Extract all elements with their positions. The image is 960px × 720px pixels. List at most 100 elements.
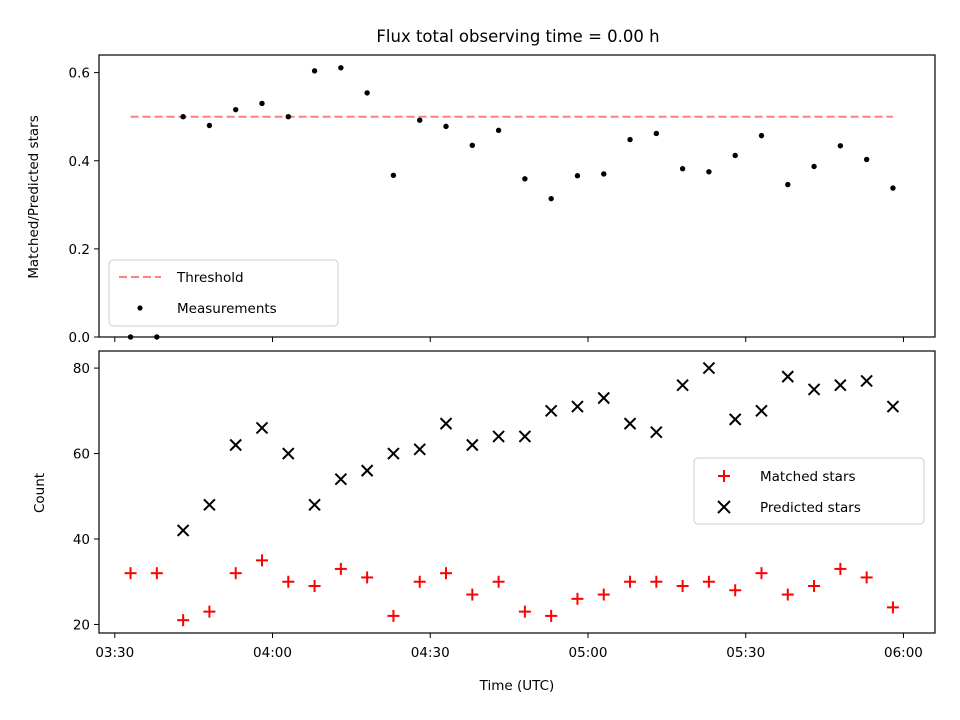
matched-stars-point <box>518 605 531 618</box>
y-tick-label: 0.0 <box>69 330 90 346</box>
matched-stars-point <box>860 571 873 584</box>
matched-stars-point <box>729 584 742 597</box>
matched-stars-point <box>545 609 558 622</box>
y-tick-label: 0.2 <box>69 242 90 258</box>
measurement-point <box>811 163 817 170</box>
measurement-point <box>233 106 239 113</box>
predicted-stars-point <box>255 421 269 435</box>
predicted-stars-point <box>176 524 190 537</box>
matched-stars-point <box>702 575 715 588</box>
ratio-axes-ticks: 0.0 0.2 0.4 0.6 <box>69 66 904 346</box>
matched-stars-point <box>834 562 847 575</box>
x-axis-label: Time (UTC) <box>479 678 555 694</box>
count-plot-area <box>124 361 900 627</box>
matched-stars-point <box>624 575 637 588</box>
predicted-stars-point <box>334 472 348 486</box>
measurement-point <box>311 68 318 74</box>
y-axis-label: Matched/Predicted stars <box>26 115 42 278</box>
predicted-stars-point <box>755 404 768 418</box>
measurement-point <box>863 156 870 163</box>
measurements-legend-marker <box>137 305 143 311</box>
predicted-stars-point <box>597 391 610 405</box>
measurement-point <box>758 132 765 139</box>
matched-stars-point <box>650 575 663 588</box>
predicted-stars-point <box>728 413 742 426</box>
matched-stars-point <box>282 575 295 588</box>
legend-threshold-label: Threshold <box>176 270 244 286</box>
measurement-point <box>522 176 528 182</box>
count-axes-ticks: 03:30 04:00 04:30 05:00 05:30 06:00 20 40 60 80 <box>73 361 923 661</box>
predicted-stars-point <box>439 417 453 430</box>
count-panel: Count Time (UTC) 03:30 04:00 04:30 05:00 05:… <box>32 350 936 694</box>
x-tick-label: 05:30 <box>726 645 765 661</box>
ratio-panel: Flux total observing time = 0.00 h Match… <box>26 27 936 346</box>
measurement-point <box>259 100 265 107</box>
measurement-point <box>574 173 581 179</box>
y-tick-label: 60 <box>73 447 90 463</box>
measurement-point <box>469 142 476 149</box>
measurement-point <box>890 185 896 191</box>
predicted-stars-point <box>518 430 532 443</box>
chart-title: Flux total observing time = 0.00 h <box>376 27 659 46</box>
predicted-stars-point <box>229 438 242 452</box>
matched-stars-point <box>781 588 794 601</box>
predicted-stars-point <box>860 374 873 388</box>
matched-stars-point <box>676 580 689 592</box>
predicted-stars-point <box>203 498 216 512</box>
matched-stars-point <box>387 609 400 622</box>
matched-stars-point <box>150 567 163 580</box>
matched-stars-point <box>255 554 268 567</box>
measurement-point <box>679 165 686 172</box>
measurement-point <box>837 143 844 149</box>
matched-stars-point <box>124 567 137 580</box>
y-tick-label: 0.4 <box>69 154 90 170</box>
measurement-point <box>732 152 738 159</box>
legend-matched-label: Matched stars <box>760 469 856 485</box>
predicted-stars-point <box>282 447 295 460</box>
legend-predicted-label: Predicted stars <box>760 500 861 516</box>
predicted-stars-point <box>492 430 505 443</box>
measurement-point <box>390 172 397 178</box>
measurement-point <box>338 65 344 71</box>
predicted-stars-point <box>466 438 479 452</box>
legend-measurements-label: Measurements <box>177 301 277 317</box>
matched-stars-point <box>177 614 190 627</box>
matched-stars-point <box>755 567 768 580</box>
matched-legend-marker <box>718 470 730 482</box>
measurement-point <box>417 117 423 123</box>
measurement-point <box>206 122 213 129</box>
predicted-stars-point <box>781 370 794 383</box>
predicted-stars-point <box>886 400 900 413</box>
predicted-legend-marker <box>717 500 731 514</box>
predicted-stars-point <box>544 404 558 418</box>
x-tick-label: 06:00 <box>884 645 923 661</box>
y-tick-label: 80 <box>73 361 90 377</box>
matched-stars-point <box>597 588 610 601</box>
matched-stars-point <box>203 605 216 618</box>
matched-stars-point <box>571 592 584 605</box>
ratio-axes-frame <box>98 54 936 338</box>
predicted-stars-point <box>387 447 400 460</box>
legend-box <box>693 457 925 525</box>
count-axes-frame <box>98 350 936 634</box>
x-tick-label: 03:30 <box>95 645 134 661</box>
matched-stars-point <box>466 588 479 601</box>
predicted-stars-point <box>834 378 847 392</box>
matched-stars-point <box>334 562 347 575</box>
y-tick-label: 40 <box>73 532 90 548</box>
measurement-point <box>180 113 186 120</box>
predicted-stars-point <box>702 361 716 375</box>
measurement-point <box>706 169 712 175</box>
y-axis-label: Count <box>32 473 48 513</box>
predicted-stars-point <box>807 383 821 396</box>
matched-stars-point <box>808 580 821 592</box>
predicted-stars-point <box>308 498 321 512</box>
x-tick-label: 04:30 <box>411 645 450 661</box>
predicted-stars-point <box>623 417 637 430</box>
x-tick-label: 04:00 <box>253 645 292 661</box>
measurement-point <box>785 181 791 188</box>
matched-stars-point <box>886 601 899 614</box>
predicted-stars-point <box>676 378 689 392</box>
